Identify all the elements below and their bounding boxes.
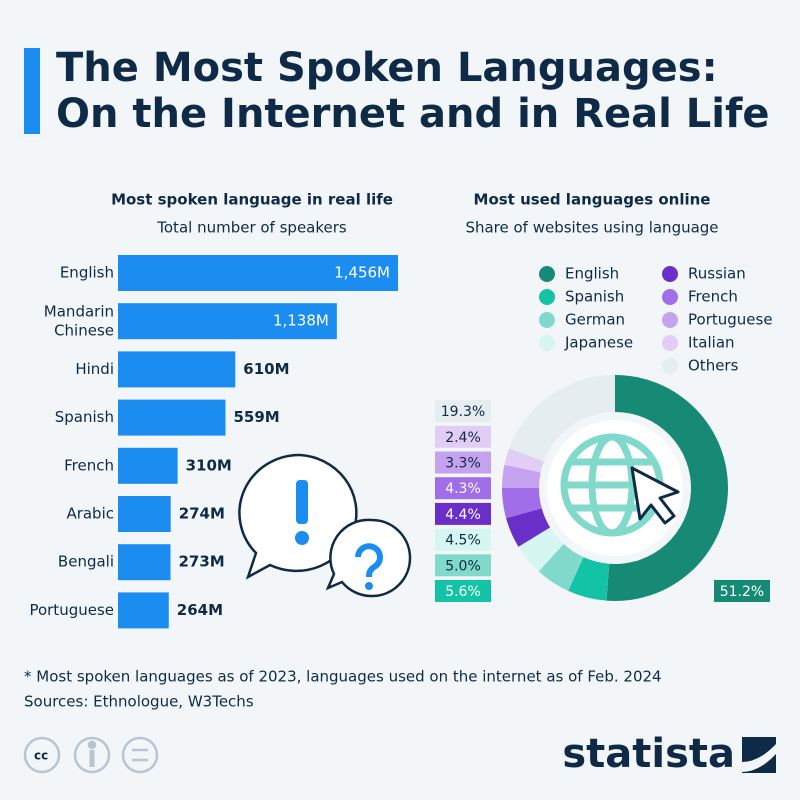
chart-subtitle: Total number of speakers — [156, 219, 347, 237]
value-label: 1,138M — [273, 312, 329, 330]
value-label: 4.3% — [445, 481, 481, 497]
donut-slice — [506, 508, 551, 547]
footnote: * Most spoken languages as of 2023, lang… — [24, 668, 662, 686]
legend-label: Others — [688, 357, 739, 375]
donut-slice — [509, 375, 615, 462]
bar — [118, 592, 169, 629]
value-label: 273M — [179, 553, 225, 571]
donut-slice — [502, 488, 542, 519]
legend-swatch — [539, 335, 555, 351]
category-label: Hindi — [75, 360, 114, 378]
category-label: Arabic — [66, 505, 114, 523]
brand-logo: statista — [562, 731, 735, 777]
sources: Sources: Ethnologue, W3Techs — [24, 693, 254, 711]
value-label: 19.3% — [441, 404, 485, 420]
value-label-box — [435, 528, 491, 551]
category-label: French — [64, 456, 114, 474]
legend-swatch — [539, 289, 555, 305]
cursor-icon — [630, 466, 680, 525]
value-label: 1,456M — [334, 264, 390, 282]
bar — [118, 496, 171, 532]
legend-label: English — [565, 265, 619, 283]
value-label: 5.0% — [445, 558, 481, 574]
value-label-box — [435, 502, 491, 525]
value-label-box — [435, 580, 491, 602]
chart-subtitle: Share of websites using language — [465, 219, 718, 237]
bar — [118, 544, 171, 581]
chart-title: Most used languages online — [474, 191, 711, 209]
exclamation-icon — [296, 480, 308, 524]
donut-slice — [502, 464, 541, 488]
value-label: 3.3% — [445, 456, 481, 472]
bar — [118, 399, 226, 436]
donut-slice — [606, 375, 728, 601]
legend-swatch — [539, 312, 555, 328]
license-icon: cc — [34, 749, 48, 763]
donut — [502, 375, 728, 601]
legend-swatch — [662, 358, 678, 374]
legend-swatch — [539, 266, 555, 282]
value-label-box — [435, 425, 491, 448]
bar — [118, 255, 398, 291]
value-label-box — [435, 451, 491, 474]
donut-slice — [504, 448, 544, 473]
category-label: Bengali — [58, 553, 114, 571]
value-label: 4.5% — [445, 533, 481, 549]
legend-label: Spanish — [565, 288, 624, 306]
question-icon — [355, 543, 383, 578]
category-label: Mandarin Chinese — [44, 302, 114, 339]
title: The Most Spoken Languages: — [56, 45, 718, 91]
title: On the Internet and in Real Life — [56, 91, 769, 137]
donut-slice — [518, 527, 564, 572]
legend-swatch — [662, 289, 678, 305]
category-label: English — [60, 264, 114, 282]
value-label: 5.6% — [445, 584, 481, 600]
legend-label: Russian — [688, 265, 746, 283]
chart-title: Most spoken language in real life — [111, 191, 393, 209]
value-label: 264M — [177, 601, 223, 619]
donut-slice — [568, 557, 610, 601]
value-label-box — [435, 477, 491, 500]
license-icons — [23, 736, 159, 774]
value-label: 310M — [186, 456, 232, 474]
legend-label: Italian — [688, 334, 735, 352]
value-label-box — [435, 400, 491, 423]
value-label: 2.4% — [445, 430, 481, 446]
exclamation-icon — [295, 531, 309, 545]
value-label: 4.4% — [445, 507, 481, 523]
legend-label: Japanese — [564, 334, 633, 352]
legend-swatch — [662, 312, 678, 328]
bar — [118, 447, 178, 484]
value-label: 610M — [243, 360, 289, 378]
legend-label: Portuguese — [688, 311, 773, 329]
value-label: 274M — [179, 505, 225, 523]
legend-swatch — [662, 335, 678, 351]
question-icon — [365, 582, 373, 590]
brand-mark — [742, 737, 776, 773]
value-label-box — [435, 554, 491, 577]
legend-swatch — [662, 266, 678, 282]
title-accent — [24, 48, 40, 134]
bar — [118, 303, 337, 340]
legend-label: French — [688, 288, 738, 306]
value-label: 51.2% — [720, 584, 764, 600]
category-label: Spanish — [55, 408, 114, 426]
value-label: 559M — [234, 408, 280, 426]
category-label: Portuguese — [29, 601, 114, 619]
bar — [118, 351, 236, 388]
donut-slice — [538, 544, 584, 591]
value-label-box — [714, 580, 770, 602]
legend-label: German — [565, 311, 625, 329]
